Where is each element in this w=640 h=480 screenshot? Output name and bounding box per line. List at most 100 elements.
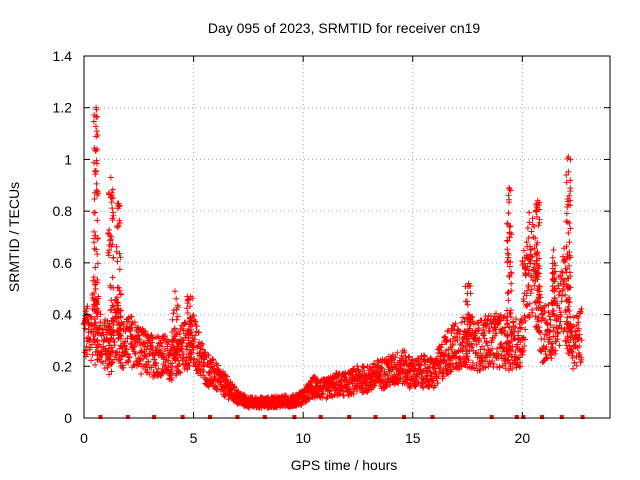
data-point: [110, 212, 117, 219]
data-point: [473, 362, 480, 369]
data-point: [466, 316, 473, 323]
data-point: [554, 336, 561, 343]
data-point: [431, 382, 438, 389]
data-point: [565, 153, 572, 160]
data-point: [87, 313, 94, 320]
data-point: [114, 224, 121, 231]
data-point: [192, 332, 199, 339]
data-point: [519, 258, 526, 265]
data-point: [93, 344, 100, 351]
data-point: [523, 239, 530, 246]
data-point: [520, 298, 527, 305]
data-point: [528, 228, 535, 235]
data-point: [536, 291, 543, 298]
data-point: [528, 273, 535, 280]
data-point: [562, 259, 569, 266]
data-point: [478, 355, 485, 362]
data-point: [333, 373, 340, 380]
y-tick-label: 0: [64, 410, 72, 426]
data-point: [504, 250, 511, 257]
data-point: [152, 360, 159, 367]
data-point: [506, 273, 513, 280]
data-point: [127, 325, 134, 332]
data-points: [80, 104, 585, 419]
chart-title: Day 095 of 2023, SRMTID for receiver cn1…: [208, 20, 481, 36]
data-point: [519, 351, 526, 358]
data-point: [116, 266, 123, 273]
data-point: [82, 325, 89, 332]
data-point: [538, 348, 545, 355]
data-point: [171, 325, 178, 332]
data-point: [461, 318, 468, 325]
data-point: [504, 320, 511, 327]
data-point: [551, 268, 558, 275]
data-point: [421, 353, 428, 360]
data-point: [90, 118, 97, 125]
data-point: [456, 354, 463, 361]
data-point: [567, 284, 574, 291]
data-point: [507, 347, 514, 354]
data-point: [92, 171, 99, 178]
data-point: [541, 336, 548, 343]
data-point: [386, 381, 393, 388]
data-point: [513, 316, 520, 323]
data-point: [93, 128, 100, 135]
data-point: [182, 320, 189, 327]
data-point: [474, 320, 481, 327]
data-point: [518, 324, 525, 331]
data-point: [458, 319, 465, 326]
data-point: [481, 335, 488, 342]
data-point: [554, 325, 561, 332]
y-tick-label: 0.2: [53, 358, 73, 374]
data-point: [495, 351, 502, 358]
data-point: [442, 335, 449, 342]
data-point: [114, 294, 121, 301]
data-point: [187, 321, 194, 328]
data-point: [197, 345, 204, 352]
data-point: [108, 329, 115, 336]
data-point: [91, 245, 98, 252]
data-point: [91, 196, 98, 203]
data-point: [501, 358, 508, 365]
data-point: [518, 316, 525, 323]
data-point: [483, 338, 490, 345]
data-point: [546, 334, 553, 341]
data-point: [435, 373, 442, 380]
data-point: [506, 199, 513, 206]
y-tick-label: 0.8: [53, 203, 73, 219]
data-point: [552, 347, 559, 354]
data-point: [508, 287, 515, 294]
data-point: [391, 359, 398, 366]
data-point: [170, 310, 177, 317]
data-point: [459, 314, 466, 321]
data-point: [568, 345, 575, 352]
y-tick-label: 1.4: [53, 48, 73, 64]
data-point: [515, 328, 522, 335]
data-point: [107, 307, 114, 314]
data-point: [527, 257, 534, 264]
data-point: [534, 287, 541, 294]
data-point: [525, 235, 532, 242]
data-point: [454, 337, 461, 344]
data-point: [438, 341, 445, 348]
data-point: [108, 368, 115, 375]
data-point: [524, 225, 531, 232]
data-point: [547, 328, 554, 335]
data-point: [365, 387, 372, 394]
data-point: [93, 246, 100, 253]
data-point: [529, 309, 536, 316]
data-point: [520, 347, 527, 354]
data-point: [563, 342, 570, 349]
data-point: [149, 344, 156, 351]
data-point: [526, 314, 533, 321]
data-point: [576, 351, 583, 358]
data-point: [483, 323, 490, 330]
data-point: [434, 380, 441, 387]
data-point: [534, 197, 541, 204]
data-point: [526, 209, 533, 216]
data-point: [522, 270, 529, 277]
data-point: [90, 228, 97, 235]
data-point: [558, 298, 565, 305]
data-point: [465, 280, 472, 287]
data-point: [106, 252, 113, 259]
